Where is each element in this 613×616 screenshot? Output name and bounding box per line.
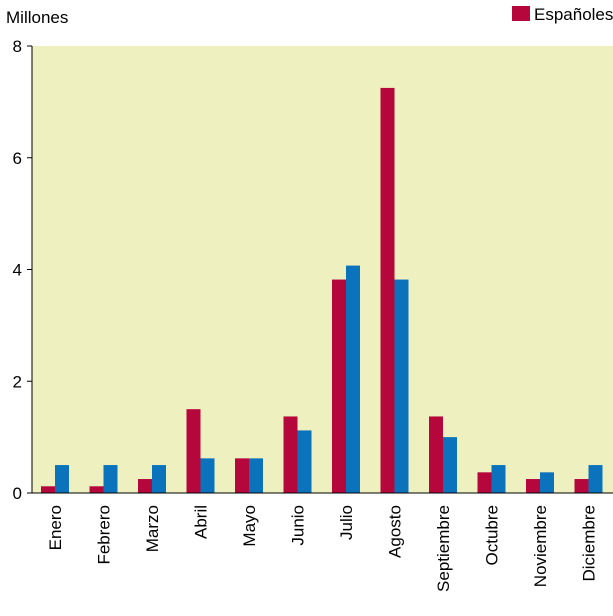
legend-swatch-espanoles (512, 6, 530, 21)
y-tick-label-4: 8 (13, 37, 22, 56)
y-axis-label: Millones (6, 8, 68, 27)
x-label-octubre: Octubre (483, 505, 502, 565)
bar-series-2-noviembre (540, 472, 554, 493)
bar-espanoles-febrero (89, 486, 104, 493)
y-ticks-group: 0 2 4 6 8 (13, 37, 32, 503)
x-labels-group: Enero Febrero Marzo Abril Mayo Junio Julio Agos… (46, 505, 599, 592)
bar-espanoles-junio (283, 416, 298, 493)
bar-series-2-julio (346, 265, 360, 493)
x-label-abril: Abril (192, 505, 211, 539)
x-label-agosto: Agosto (386, 505, 405, 558)
bar-espanoles-julio (332, 279, 346, 493)
bar-series-2-septiembre (443, 437, 457, 493)
x-label-marzo: Marzo (143, 505, 162, 552)
bar-espanoles-abril (186, 409, 201, 493)
bar-series-2-marzo (152, 465, 166, 493)
x-label-diciembre: Diciembre (580, 505, 599, 582)
x-label-noviembre: Noviembre (531, 505, 550, 587)
bar-espanoles-noviembre (526, 479, 540, 493)
y-tick-label-0: 0 (13, 484, 22, 503)
bar-espanoles-octubre (477, 472, 492, 493)
x-label-septiembre: Septiembre (434, 505, 453, 592)
bar-series-2-mayo (249, 458, 263, 493)
bar-series-2-enero (55, 465, 69, 493)
y-tick-label-2: 4 (13, 261, 22, 280)
legend-label-espanoles: Españoles (534, 5, 613, 24)
bar-series-2-agosto (394, 279, 409, 493)
bar-series-2-febrero (103, 465, 118, 493)
bar-series-2-abril (200, 458, 215, 493)
bar-espanoles-diciembre (574, 479, 589, 493)
bar-espanoles-enero (41, 486, 55, 493)
bar-espanoles-marzo (138, 479, 152, 493)
bar-series-2-diciembre (588, 465, 603, 493)
bar-espanoles-mayo (235, 458, 249, 493)
x-label-julio: Julio (337, 505, 356, 540)
x-label-enero: Enero (46, 505, 65, 550)
bar-espanoles-agosto (380, 87, 395, 493)
x-label-mayo: Mayo (240, 505, 259, 547)
bar-series-2-octubre (491, 465, 506, 493)
legend: Españoles (512, 5, 613, 24)
x-label-febrero: Febrero (95, 505, 114, 565)
y-tick-label-1: 2 (13, 372, 22, 391)
y-tick-label-3: 6 (13, 149, 22, 168)
plot-area (32, 46, 613, 493)
bar-series-2-junio (297, 430, 312, 493)
x-label-junio: Junio (289, 505, 308, 546)
bars-group (41, 87, 603, 493)
bar-espanoles-septiembre (429, 416, 443, 493)
